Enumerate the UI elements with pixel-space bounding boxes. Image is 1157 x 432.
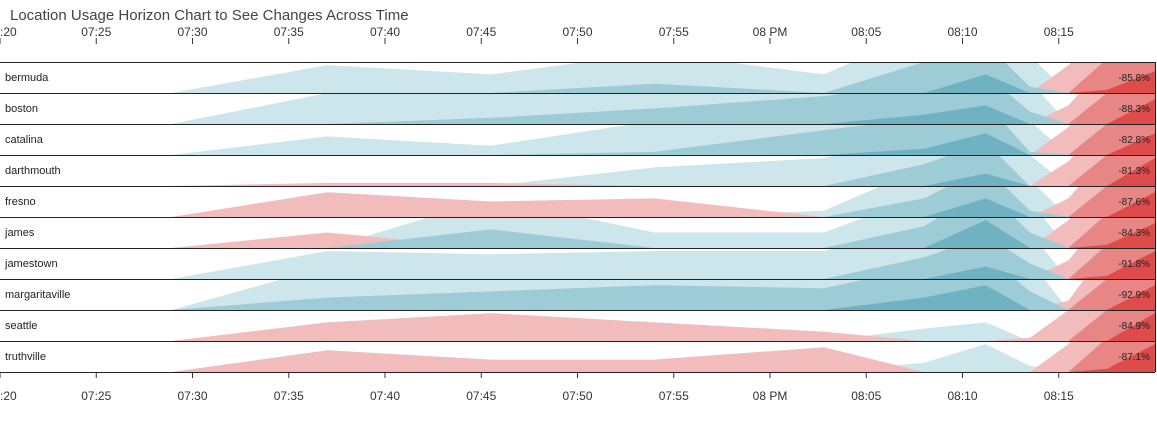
positive-band [171, 155, 1155, 186]
horizon-row: catalina -82.8% [0, 124, 1155, 155]
row-label: bermuda [5, 72, 49, 84]
horizon-row: darthmouth -81.3% [0, 155, 1155, 186]
positive-band [171, 62, 1155, 93]
x-tick-label-top: 07:50 [562, 25, 592, 39]
x-tick-label-top: 08:05 [851, 25, 881, 39]
horizon-bands [171, 279, 1155, 310]
positive-band [171, 285, 1155, 310]
x-tick-label-bottom: 07:50 [562, 389, 592, 403]
horizon-row: bermuda -85.8% [0, 62, 1155, 93]
row-value-label: -84.3% [1118, 228, 1150, 239]
negative-band [171, 155, 1155, 186]
row-label: catalina [5, 134, 44, 146]
horizon-row: jamestown -91.8% [0, 248, 1155, 279]
x-tick-label-top: 07:45 [466, 25, 496, 39]
positive-band [171, 124, 1155, 155]
horizon-bands [171, 248, 1155, 279]
x-tick-label-bottom: 07:25 [81, 389, 111, 403]
row-value-label: -87.1% [1118, 352, 1150, 363]
x-tick-label-bottom: 08:10 [947, 389, 977, 403]
horizon-row: seattle -84.9% [0, 310, 1155, 341]
negative-band [171, 310, 1155, 341]
positive-band [171, 173, 1155, 186]
x-tick-label-top: 07:25 [81, 25, 111, 39]
row-label: darthmouth [5, 165, 61, 177]
row-value-label: -87.6% [1118, 197, 1150, 208]
positive-band [171, 344, 1155, 372]
chart-title: Location Usage Horizon Chart to See Chan… [10, 7, 409, 24]
negative-band [171, 62, 1155, 93]
row-label: truthville [5, 351, 46, 363]
positive-band [171, 248, 1155, 279]
row-label: james [4, 227, 35, 239]
row-label: seattle [5, 320, 37, 332]
row-value-label: -82.8% [1118, 135, 1150, 146]
row-label: margaritaville [5, 289, 70, 301]
x-tick-label-top: 07:55 [659, 25, 689, 39]
negative-band [171, 124, 1155, 155]
x-tick-label-bottom: 07:55 [659, 389, 689, 403]
horizon-row: truthville -87.1% [0, 341, 1155, 372]
row-value-label: -92.9% [1118, 290, 1150, 301]
horizon-bands [171, 217, 1155, 248]
row-label: boston [5, 103, 38, 115]
horizon-row: james -84.3% [0, 217, 1155, 248]
x-tick-label-bottom: 07:35 [274, 389, 304, 403]
x-tick-label-bottom: 08:15 [1044, 389, 1074, 403]
x-tick-label-bottom: 07:30 [177, 389, 207, 403]
positive-band [171, 266, 1155, 279]
row-value-label: -81.3% [1118, 166, 1150, 177]
x-tick-label-bottom: 07:40 [370, 389, 400, 403]
positive-band [171, 105, 1155, 124]
positive-band [171, 217, 1155, 248]
horizon-bands [171, 93, 1155, 124]
horizon-bands [171, 341, 1155, 372]
x-tick-label-top: 08:10 [947, 25, 977, 39]
positive-band [171, 220, 1155, 248]
horizon-bands [171, 62, 1155, 93]
horizon-row: boston -88.3% [0, 93, 1155, 124]
x-tick-label-bottom: :20 [0, 389, 17, 403]
positive-band [171, 133, 1155, 155]
x-tick-label-top: 07:35 [274, 25, 304, 39]
x-tick-label-bottom: 08 PM [753, 389, 788, 403]
negative-band [171, 186, 1155, 217]
horizon-bands [171, 124, 1155, 155]
negative-band [171, 341, 1155, 372]
horizon-row: margaritaville -92.9% [0, 279, 1155, 310]
horizon-bands [171, 155, 1155, 186]
x-tick-label-bottom: 07:45 [466, 389, 496, 403]
horizon-row: fresno -87.6% [0, 186, 1155, 217]
row-value-label: -88.3% [1118, 104, 1150, 115]
x-tick-label-top: 07:40 [370, 25, 400, 39]
positive-band [171, 186, 1155, 217]
row-label: fresno [5, 196, 36, 208]
positive-band [171, 198, 1155, 217]
row-label: jamestown [4, 258, 58, 270]
x-tick-label-top: :20 [0, 25, 17, 39]
x-tick-label-top: 08 PM [753, 25, 788, 39]
row-value-label: -84.9% [1118, 321, 1150, 332]
horizon-bands [171, 186, 1155, 217]
positive-band [171, 322, 1155, 341]
x-tick-label-top: 07:30 [177, 25, 207, 39]
row-value-label: -85.8% [1118, 73, 1150, 84]
x-tick-label-top: 08:15 [1044, 25, 1074, 39]
x-tick-label-bottom: 08:05 [851, 389, 881, 403]
row-value-label: -91.8% [1118, 259, 1150, 270]
horizon-bands [171, 310, 1155, 341]
positive-band [171, 74, 1155, 93]
